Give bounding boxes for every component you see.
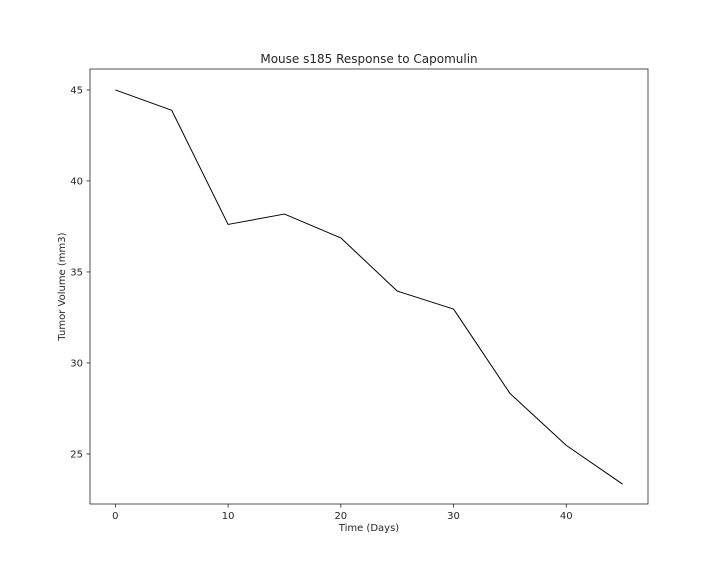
y-axis-ticks: 25 30 35 40 45	[70, 85, 90, 460]
series-line	[115, 89, 623, 485]
x-tick-label: 30	[447, 511, 460, 522]
y-tick-label: 30	[70, 358, 83, 369]
x-tick-label: 0	[112, 511, 118, 522]
y-tick-label: 40	[70, 176, 83, 187]
series-layer	[115, 89, 623, 485]
y-tick-label: 25	[70, 449, 83, 460]
plot-frame	[89, 68, 649, 505]
chart-title: Mouse s185 Response to Capomulin	[260, 52, 477, 66]
x-axis-label: Time (Days)	[338, 523, 400, 534]
x-tick-label: 10	[222, 511, 235, 522]
x-axis-ticks: 0 10 20 30 40	[112, 504, 573, 522]
y-axis-label: Tumor Volume (mm3)	[57, 232, 68, 341]
x-tick-label: 40	[560, 511, 573, 522]
x-tick-label: 20	[334, 511, 347, 522]
y-tick-label: 45	[70, 85, 83, 96]
y-tick-label: 35	[70, 267, 83, 278]
